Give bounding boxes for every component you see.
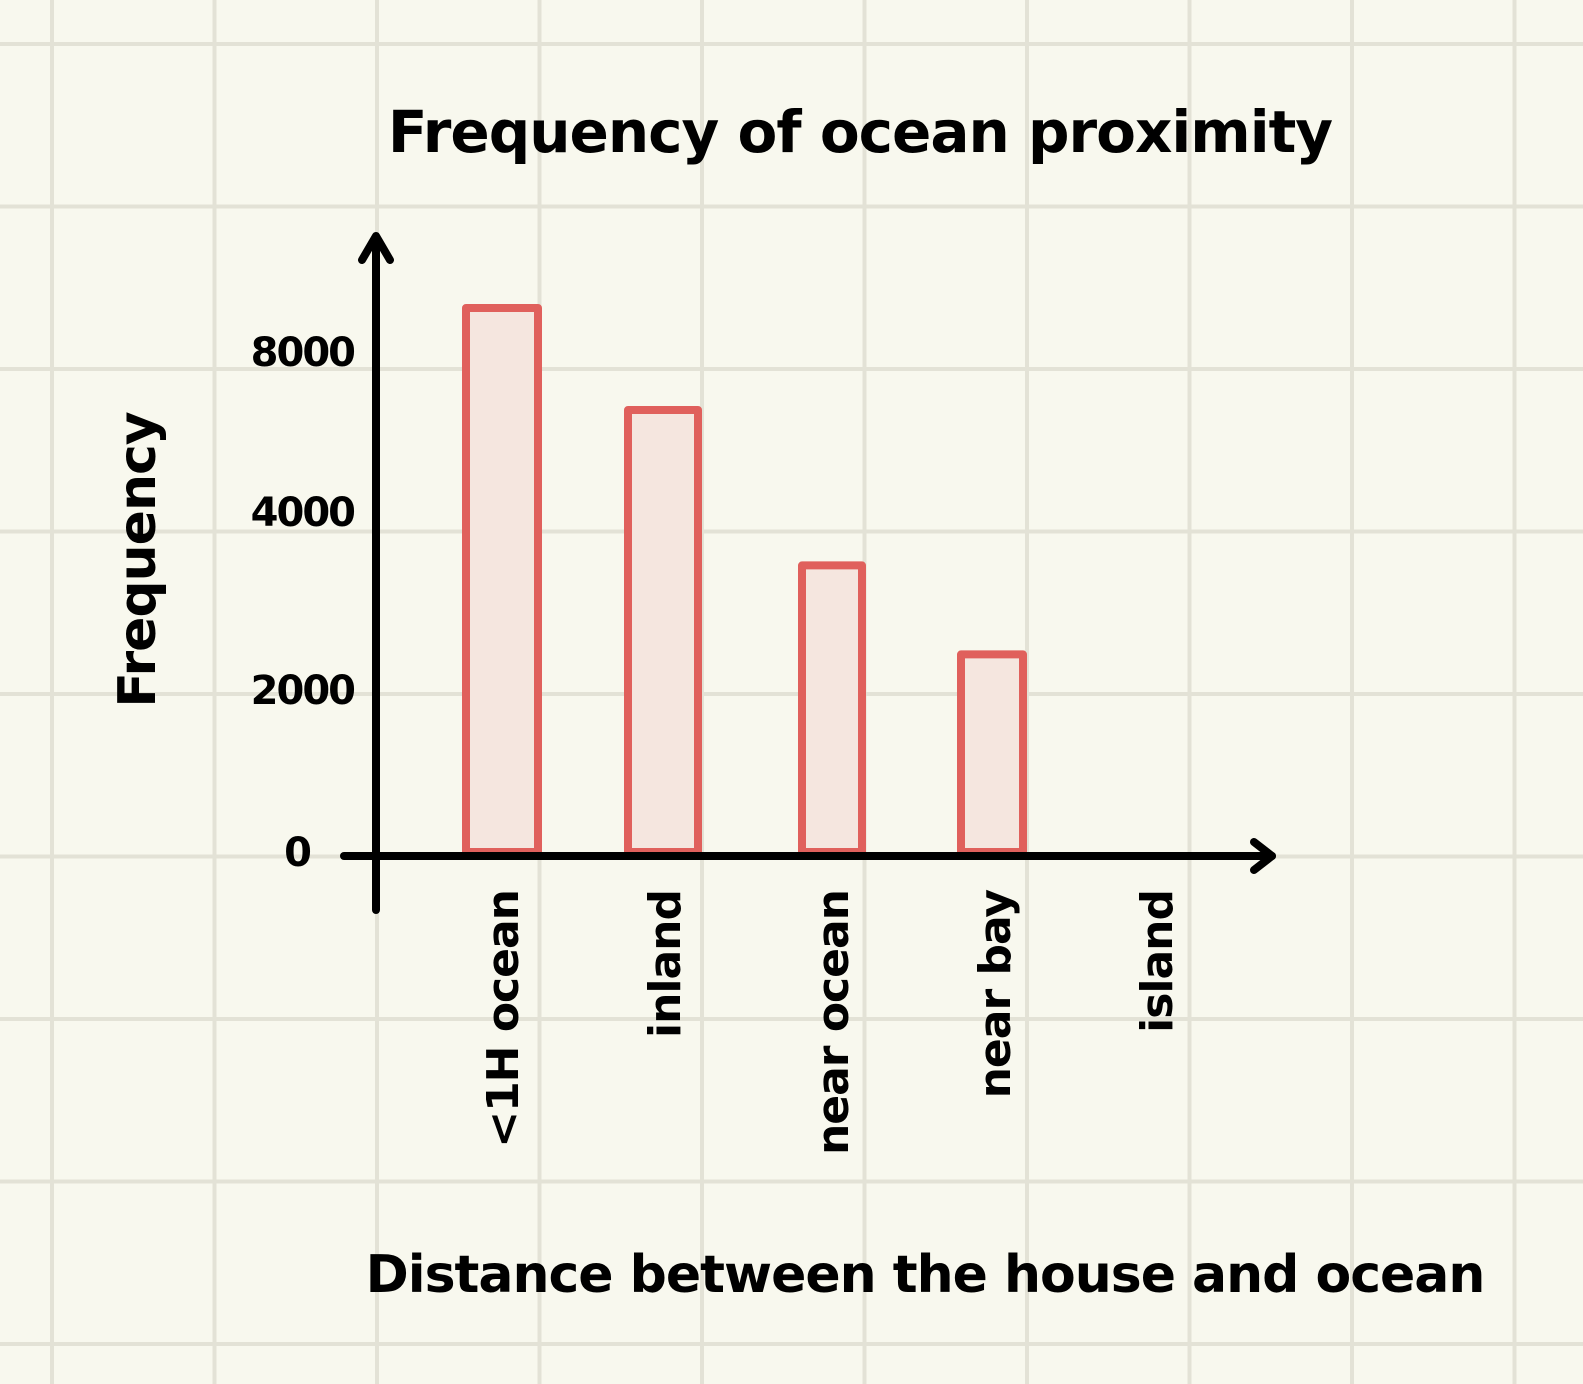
x-category-labels: <1H ocean inland near ocean near bay island [478, 890, 1183, 1155]
x-tick-label: near bay [970, 890, 1021, 1099]
bar-1h-ocean [462, 304, 542, 856]
x-tick-label: <1H ocean [478, 890, 529, 1148]
x-tick-label: island [1132, 890, 1183, 1033]
y-axis-arrow [358, 232, 394, 264]
y-tick-label: 8000 [251, 330, 354, 376]
chart-title: Frequency of ocean proximity [388, 98, 1332, 166]
bars-group [462, 304, 1027, 857]
x-tick-label: inland [640, 890, 691, 1038]
bar-near-ocean [798, 561, 866, 857]
x-axis-label: Distance between the house and ocean [366, 1245, 1485, 1305]
bar-inland [624, 406, 702, 856]
y-tick-label: 0 [284, 830, 310, 876]
x-axis-arrow [1250, 838, 1276, 874]
y-tick-label: 4000 [251, 490, 354, 536]
y-tick-label: 2000 [251, 668, 354, 714]
x-tick-label: near ocean [808, 890, 859, 1155]
y-tick-labels: 0 2000 4000 8000 [251, 330, 356, 876]
y-axis-label: Frequency [108, 412, 168, 707]
bar-near-bay [957, 650, 1027, 857]
